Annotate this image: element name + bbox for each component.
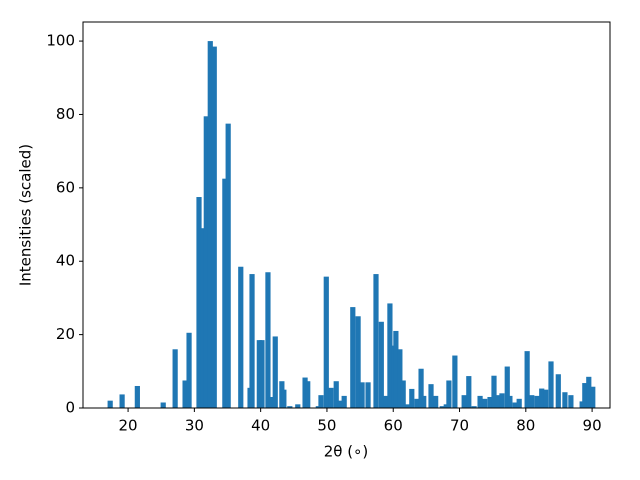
bar [287, 406, 293, 408]
bar [482, 398, 488, 408]
bar [265, 272, 271, 408]
bar [249, 274, 255, 408]
bar [393, 330, 399, 408]
x-axis-label: 2θ (∘) [324, 443, 369, 461]
bar [182, 380, 188, 408]
bar [365, 382, 371, 408]
bar [579, 401, 585, 408]
bar [586, 376, 592, 408]
bar [272, 336, 278, 408]
bar [461, 395, 467, 408]
bar [107, 400, 113, 408]
bar [439, 406, 445, 408]
bar [590, 386, 596, 408]
bar [355, 316, 361, 408]
bar [421, 395, 427, 408]
x-tick-label: 20 [119, 417, 138, 435]
bar [302, 377, 308, 408]
plot-frame [82, 21, 611, 409]
bar [203, 116, 209, 409]
bar [281, 389, 287, 408]
bar [466, 376, 472, 408]
bar [259, 340, 265, 408]
bar [238, 266, 244, 408]
bar [443, 404, 449, 408]
bar [499, 393, 505, 408]
y-axis-label: Intensities (scaled) [17, 144, 35, 286]
bar [504, 366, 510, 408]
bar [333, 381, 339, 408]
bar [418, 368, 424, 408]
x-tick-label: 40 [251, 417, 270, 435]
bar [495, 395, 501, 408]
x-tick-label: 30 [185, 417, 204, 435]
bar [373, 274, 379, 408]
bar [543, 389, 549, 408]
bar [555, 374, 561, 408]
bar [397, 349, 403, 408]
bar [433, 395, 439, 408]
bar [400, 380, 406, 408]
bar [405, 404, 411, 408]
bar [269, 396, 275, 408]
bar [487, 396, 493, 408]
bar [516, 398, 522, 408]
y-tick-label: 80 [56, 105, 75, 123]
bar [383, 395, 389, 408]
bar [562, 392, 568, 408]
bar [134, 385, 140, 408]
bar [222, 178, 228, 408]
bar [409, 388, 415, 408]
x-tick-label: 60 [384, 417, 403, 435]
bar [568, 395, 574, 408]
bar [548, 361, 554, 408]
bar [582, 383, 588, 408]
bar [328, 387, 334, 408]
bar [160, 402, 166, 408]
bar [507, 395, 513, 408]
bar [539, 388, 545, 408]
bar [186, 332, 192, 408]
y-tick-label: 0 [65, 399, 75, 417]
bar [172, 349, 178, 408]
bar [414, 398, 420, 408]
bar [446, 380, 452, 408]
bar [207, 41, 213, 409]
bar [529, 395, 535, 408]
bar [477, 395, 483, 408]
x-tick-label: 50 [317, 417, 336, 435]
bar [256, 340, 262, 408]
bar [452, 355, 458, 408]
y-tick-label: 100 [46, 32, 75, 50]
bar [337, 400, 343, 408]
bar [512, 402, 518, 408]
bar [387, 303, 393, 408]
y-tick-label: 40 [56, 252, 75, 270]
x-tick-label: 90 [583, 417, 602, 435]
bar [350, 307, 356, 408]
bar [491, 375, 497, 408]
bar [428, 384, 434, 408]
bar [305, 381, 311, 408]
bar [341, 395, 347, 408]
bar [471, 406, 477, 408]
bar [323, 276, 329, 408]
y-tick-label: 60 [56, 178, 75, 196]
bar [378, 321, 384, 408]
bar [211, 46, 217, 408]
x-tick-label: 80 [516, 417, 535, 435]
bar [359, 382, 365, 408]
bar [225, 123, 231, 409]
bar [196, 197, 202, 408]
bar [295, 404, 301, 408]
bar [200, 228, 206, 408]
y-tick-label: 20 [56, 325, 75, 343]
bar [119, 394, 125, 408]
x-tick-label: 70 [450, 417, 469, 435]
bar [534, 395, 540, 408]
bar [524, 351, 530, 408]
bar [318, 395, 324, 408]
bar [315, 406, 321, 408]
